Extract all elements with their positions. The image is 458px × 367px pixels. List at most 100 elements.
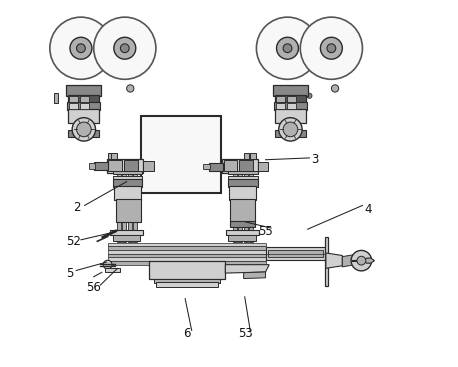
Bar	[239, 160, 253, 171]
Polygon shape	[326, 253, 342, 268]
Bar	[274, 102, 307, 110]
Bar	[244, 153, 250, 159]
Circle shape	[283, 122, 298, 137]
Circle shape	[76, 44, 85, 52]
Bar	[109, 160, 122, 171]
Circle shape	[76, 122, 91, 137]
Bar	[228, 179, 257, 187]
Text: 53: 53	[238, 327, 253, 340]
Circle shape	[283, 44, 292, 52]
Bar	[113, 235, 140, 241]
Bar	[249, 171, 253, 242]
Circle shape	[126, 85, 134, 92]
Bar	[203, 164, 210, 169]
Bar	[266, 247, 326, 260]
Bar	[156, 282, 218, 287]
Bar	[268, 250, 322, 257]
Text: 55: 55	[258, 225, 273, 237]
Bar	[228, 171, 257, 174]
Text: 4: 4	[364, 203, 372, 215]
Bar	[105, 268, 120, 272]
Circle shape	[277, 37, 299, 59]
Bar	[68, 109, 99, 123]
Bar	[68, 130, 99, 137]
Circle shape	[70, 37, 92, 59]
Bar	[276, 96, 285, 102]
Bar	[124, 160, 137, 171]
Bar	[250, 153, 256, 159]
Text: 52: 52	[66, 236, 81, 248]
Bar	[107, 159, 143, 172]
Circle shape	[307, 93, 312, 98]
Bar	[114, 186, 141, 200]
Bar	[143, 161, 154, 171]
Bar	[80, 96, 89, 102]
Circle shape	[72, 118, 96, 141]
Bar	[67, 102, 100, 110]
Polygon shape	[363, 258, 375, 263]
Circle shape	[332, 85, 338, 92]
Bar	[110, 230, 143, 235]
Bar	[226, 230, 259, 235]
Bar	[275, 95, 306, 103]
Circle shape	[120, 44, 129, 52]
Bar	[69, 103, 78, 109]
Circle shape	[321, 37, 342, 59]
Bar	[287, 103, 296, 109]
Bar	[273, 85, 308, 96]
Bar	[230, 199, 255, 222]
Bar	[108, 243, 266, 246]
Bar	[108, 261, 266, 265]
Bar	[113, 179, 142, 187]
Polygon shape	[225, 265, 269, 273]
Bar	[275, 130, 306, 137]
Bar	[228, 235, 256, 241]
Bar	[113, 176, 142, 180]
Bar	[287, 96, 296, 102]
Bar	[117, 171, 121, 242]
Circle shape	[114, 37, 136, 59]
Bar	[325, 236, 328, 286]
Bar	[68, 95, 99, 103]
Bar	[109, 153, 114, 159]
Bar	[66, 85, 101, 96]
Circle shape	[103, 260, 112, 269]
Bar	[276, 103, 285, 109]
Bar	[233, 171, 237, 242]
Circle shape	[279, 118, 302, 141]
Bar	[238, 171, 242, 242]
Bar	[116, 199, 141, 222]
Circle shape	[50, 17, 112, 79]
Bar	[229, 186, 256, 200]
Bar	[275, 109, 306, 123]
Text: 6: 6	[183, 327, 191, 340]
Circle shape	[357, 256, 366, 265]
Bar	[148, 261, 225, 279]
Bar	[108, 257, 266, 261]
Bar	[230, 221, 255, 228]
Text: 5: 5	[66, 266, 74, 280]
Bar	[89, 163, 95, 168]
Bar	[108, 254, 266, 257]
Circle shape	[94, 17, 156, 79]
Bar	[80, 103, 89, 109]
Bar	[209, 163, 223, 171]
Bar	[108, 246, 266, 250]
Bar	[108, 250, 266, 254]
Text: 56: 56	[86, 281, 101, 294]
Circle shape	[351, 250, 371, 271]
Circle shape	[327, 44, 336, 52]
Bar	[228, 176, 257, 180]
Bar	[122, 171, 126, 242]
Text: 2: 2	[74, 201, 81, 214]
Circle shape	[300, 17, 362, 79]
Bar	[222, 159, 258, 172]
Text: 3: 3	[311, 153, 319, 166]
Bar	[111, 153, 117, 159]
Bar	[69, 96, 78, 102]
Circle shape	[256, 17, 319, 79]
Bar	[54, 93, 58, 103]
Bar	[224, 160, 237, 171]
Bar	[154, 279, 220, 283]
Polygon shape	[244, 272, 266, 279]
